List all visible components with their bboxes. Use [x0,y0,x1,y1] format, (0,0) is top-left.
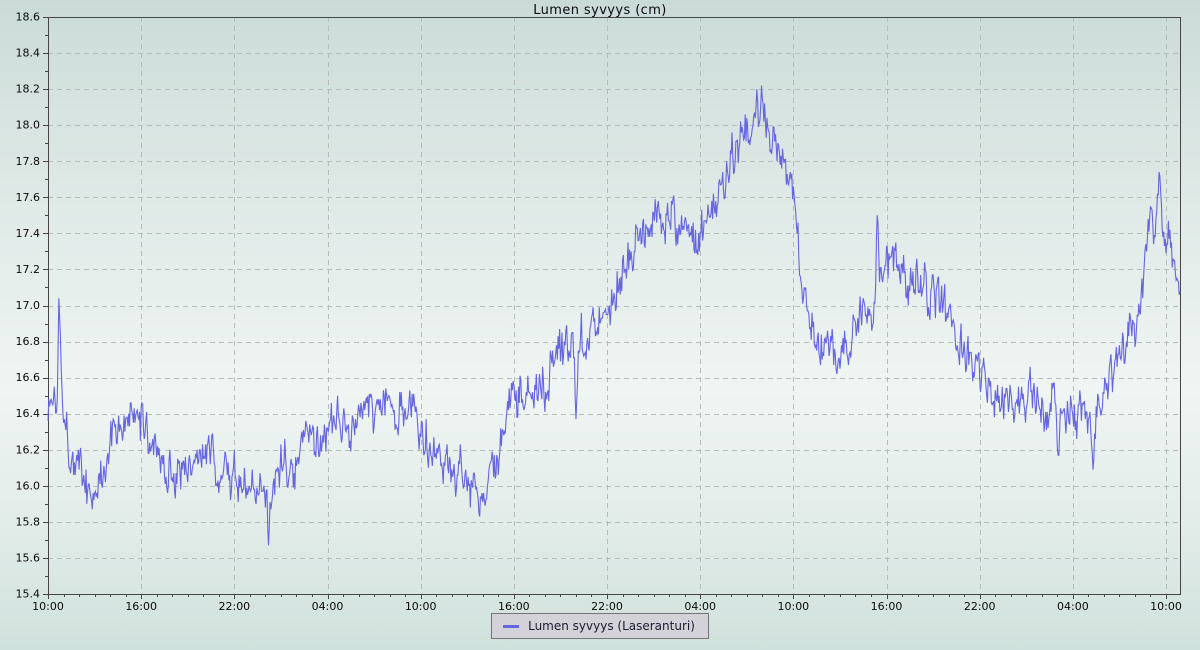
svg-text:18.2: 18.2 [16,83,41,96]
svg-text:04:00: 04:00 [1057,600,1089,613]
plot-border [48,17,1181,595]
svg-text:17.2: 17.2 [16,263,41,276]
svg-text:18.6: 18.6 [16,11,41,24]
svg-text:17.8: 17.8 [16,155,41,168]
axis-ticks [43,17,1167,599]
legend-line-marker [503,624,520,628]
svg-text:16.6: 16.6 [16,371,41,384]
svg-text:16:00: 16:00 [498,600,530,613]
legend: Lumen syvyys (Laseranturi) [0,613,1200,639]
svg-text:10:00: 10:00 [1150,600,1182,613]
svg-text:22:00: 22:00 [218,600,250,613]
svg-text:16.2: 16.2 [16,443,41,456]
x-axis-labels: 10:00 16:00 22:00 04:00 10:00 16:00 22:00 04:00… [32,600,1182,613]
legend-label: Lumen syvyys (Laseranturi) [528,619,695,633]
svg-text:18.4: 18.4 [16,47,41,60]
chart-title: Lumen syvyys (cm) [533,3,667,18]
svg-text:15.6: 15.6 [16,551,41,564]
legend-box: Lumen syvyys (Laseranturi) [491,613,709,639]
svg-text:18.0: 18.0 [16,119,41,132]
svg-text:15.4: 15.4 [16,588,41,601]
svg-text:22:00: 22:00 [964,600,996,613]
svg-text:16:00: 16:00 [125,600,157,613]
svg-text:17.0: 17.0 [16,299,41,312]
svg-text:10:00: 10:00 [405,600,437,613]
svg-text:17.6: 17.6 [16,191,41,204]
svg-text:04:00: 04:00 [312,600,344,613]
grid-lines [48,17,1180,594]
svg-text:10:00: 10:00 [777,600,809,613]
svg-text:16.8: 16.8 [16,335,41,348]
svg-text:16:00: 16:00 [871,600,903,613]
svg-text:17.4: 17.4 [16,227,41,240]
svg-text:04:00: 04:00 [684,600,716,613]
svg-text:22:00: 22:00 [591,600,623,613]
y-axis-labels: 15.4 15.6 15.8 16.0 16.2 16.4 16.6 16.8 17.0 17.2… [16,11,41,601]
svg-text:16.4: 16.4 [16,407,41,420]
series-line [47,85,1181,546]
svg-text:10:00: 10:00 [32,600,64,613]
svg-text:16.0: 16.0 [16,479,41,492]
svg-text:15.8: 15.8 [16,515,41,528]
